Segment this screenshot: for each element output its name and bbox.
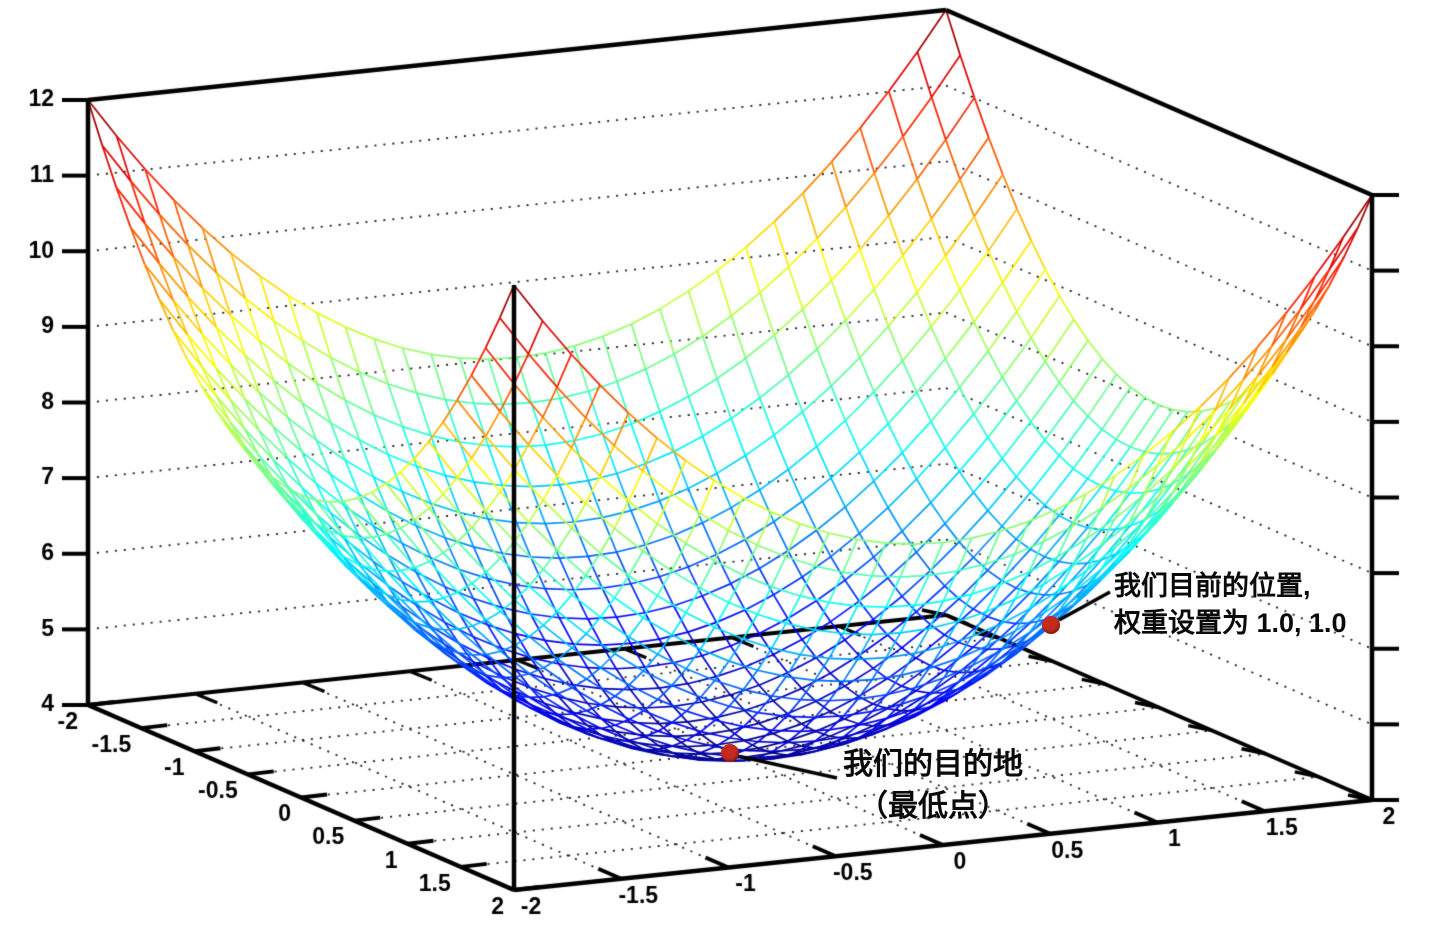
annotation-line: （最低点） — [858, 790, 1008, 823]
annotation-goal: 我们的目的地 （最低点） — [843, 744, 1023, 828]
annotation-line: 权重设置为 1.0, 1.0 — [1114, 608, 1347, 638]
annotation-line: 我们的目的地 — [843, 748, 1023, 781]
annotation-current-position: 我们目前的位置, 权重设置为 1.0, 1.0 — [1114, 568, 1347, 642]
current-position-marker — [1042, 616, 1060, 634]
goal-marker — [721, 743, 739, 762]
annotation-line: 我们目前的位置, — [1114, 571, 1311, 601]
